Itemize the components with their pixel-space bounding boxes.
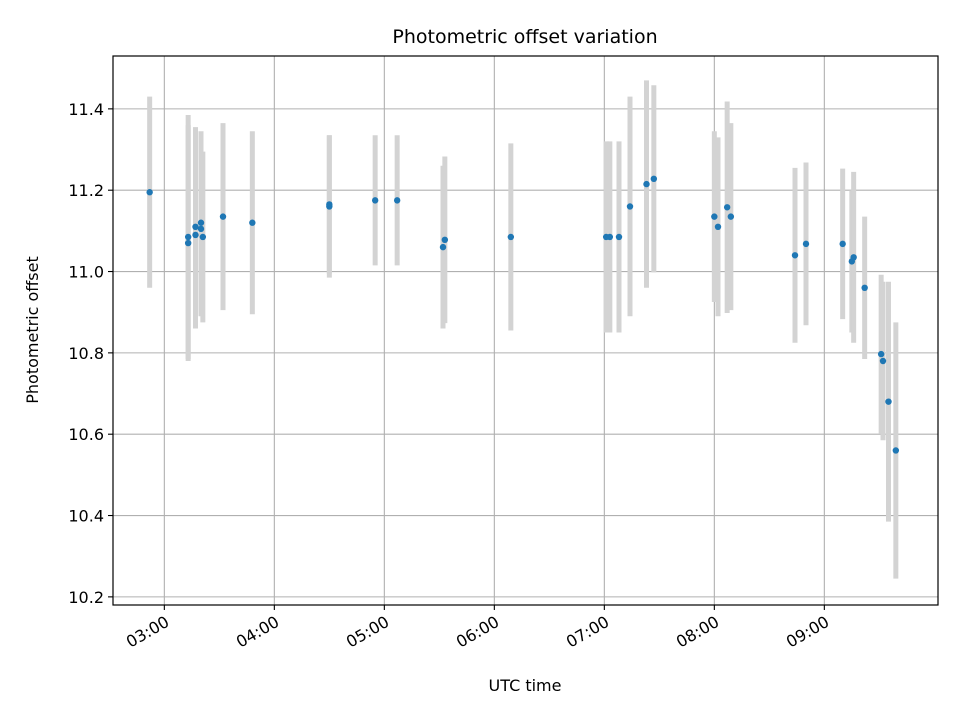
data-point — [879, 357, 887, 365]
data-point — [727, 213, 735, 220]
data-point — [197, 219, 205, 226]
grid — [113, 56, 938, 605]
data-point — [723, 204, 731, 211]
data-point — [184, 233, 192, 241]
y-tick-label: 10.8 — [68, 344, 104, 363]
data-point — [892, 447, 900, 454]
data-point — [197, 225, 205, 233]
y-tick-label: 10.2 — [68, 588, 104, 607]
x-axis-title: UTC time — [489, 676, 562, 695]
x-tick-label: 03:00 — [123, 612, 172, 652]
x-tick-label: 05:00 — [343, 612, 392, 652]
data-point — [199, 233, 207, 241]
error-bars — [147, 80, 899, 579]
data-point — [219, 213, 227, 220]
data-point — [507, 233, 515, 241]
data-point — [839, 240, 846, 248]
y-tick-label: 11.4 — [68, 100, 104, 119]
x-tick-label: 08:00 — [673, 612, 722, 652]
data-point — [192, 223, 199, 230]
data-point — [850, 254, 857, 261]
data-point — [371, 197, 379, 204]
x-tick-label: 07:00 — [563, 612, 612, 652]
data-point — [184, 239, 192, 247]
data-point — [192, 231, 199, 239]
data-point — [643, 180, 650, 188]
data-point — [626, 203, 634, 210]
data-point — [249, 219, 256, 226]
data-point — [650, 175, 658, 183]
chart-title: Photometric offset variation — [392, 26, 657, 48]
data-point — [802, 240, 810, 248]
data-point — [393, 197, 401, 204]
data-point — [861, 284, 868, 291]
y-axis-title: Photometric offset — [23, 256, 42, 404]
x-tick-label: 06:00 — [453, 612, 502, 652]
plot-frame — [112, 55, 939, 606]
data-points — [146, 175, 900, 454]
data-point — [714, 223, 722, 230]
x-tick-label: 09:00 — [783, 612, 832, 652]
data-point — [615, 233, 623, 241]
y-tick-label: 10.4 — [68, 507, 104, 526]
y-tick-label: 11.0 — [68, 263, 104, 282]
data-point — [439, 243, 447, 251]
data-point — [441, 236, 449, 244]
data-point — [326, 201, 333, 208]
data-point — [885, 398, 892, 405]
y-tick-label: 10.6 — [68, 425, 104, 444]
data-point — [877, 350, 885, 358]
data-point — [791, 252, 799, 259]
y-tick-label: 11.2 — [68, 181, 104, 200]
data-point — [711, 213, 718, 220]
x-tick-label: 04:00 — [233, 612, 282, 652]
data-point — [606, 233, 614, 241]
data-point — [146, 189, 153, 196]
